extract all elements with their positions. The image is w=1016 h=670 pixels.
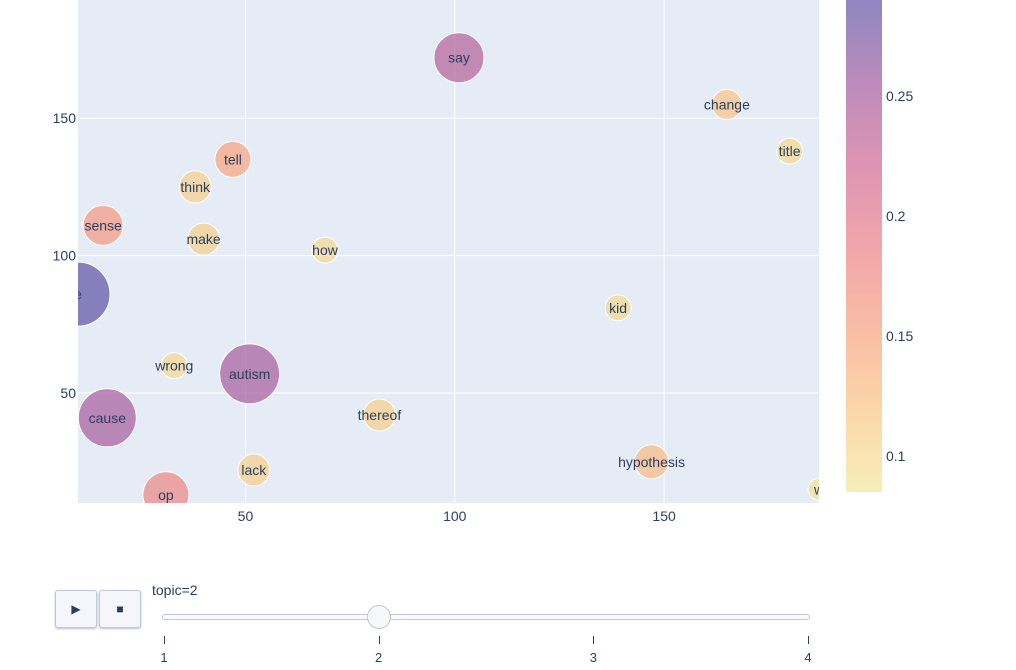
bubble-label: title <box>779 143 801 159</box>
bubble-label: hypothesis <box>618 454 685 470</box>
slider-current-value: topic=2 <box>152 582 198 598</box>
bubble-marker <box>604 294 632 322</box>
bubble-tell: tell <box>214 140 252 178</box>
bubble-lack: lack <box>237 453 271 487</box>
bubble-op: op <box>142 471 190 503</box>
y-tick-label: 150 <box>53 110 77 126</box>
bubble-label: make <box>186 231 220 247</box>
bubble-wrong: wrong <box>154 352 193 380</box>
bubble-marker <box>142 471 190 503</box>
bubble-marker <box>362 398 396 432</box>
bubble-marker <box>433 32 485 84</box>
colorbar-gradient <box>846 0 882 492</box>
bubble-label: change <box>704 96 750 112</box>
bubble-label: autism <box>229 366 270 382</box>
bubble-cause: cause <box>78 388 137 448</box>
bubble-marker <box>311 236 339 264</box>
bubble-say: say <box>433 32 485 84</box>
bubble-label: tell <box>224 151 242 167</box>
colorbar-tick-label: 0.1 <box>886 448 906 464</box>
bubble-label: say <box>448 50 470 66</box>
colorbar-tick-label: 0.25 <box>886 88 913 104</box>
slider-tick <box>164 636 165 644</box>
bubble-autism: autism <box>219 343 281 405</box>
slider-step-label[interactable]: 4 <box>804 650 812 665</box>
bubble-label: thereof <box>358 407 402 423</box>
slider-rail[interactable] <box>162 614 810 620</box>
bubble-marker <box>178 170 212 204</box>
play-button[interactable]: ▶ <box>55 590 97 628</box>
bubble-marker <box>82 204 124 246</box>
bubble-label: e <box>74 286 82 302</box>
x-tick-label: 150 <box>652 508 676 524</box>
bubble-label: think <box>180 179 211 195</box>
colorbar: 0.1 0.15 0.2 0.25 <box>846 0 913 492</box>
bubble-sense: sense <box>82 204 124 246</box>
slider-step-label[interactable]: 2 <box>375 650 383 665</box>
x-tick-label: 50 <box>238 508 254 524</box>
bubble-label: op <box>158 487 174 503</box>
bubble-marker <box>78 388 137 448</box>
play-icon: ▶ <box>71 602 81 616</box>
bubble-marker <box>237 453 271 487</box>
bubble-marker <box>807 477 819 501</box>
slider-handle[interactable] <box>366 605 391 629</box>
grid-lines <box>78 0 819 503</box>
bubble-think: think <box>178 170 212 204</box>
bubble-e: e <box>74 261 111 327</box>
bubble-label: lack <box>241 462 267 478</box>
axis-ticks: 50 100 150 50 100 150 <box>53 110 676 524</box>
bubble-change: change <box>704 88 750 120</box>
y-tick-label: 100 <box>53 248 77 264</box>
slider-tick <box>593 636 595 644</box>
bubble-kid: kid <box>604 294 632 322</box>
bubbles: say change title tell think sense make how e kid w… <box>74 32 825 503</box>
bubble-marker <box>187 222 221 256</box>
slider-tick <box>808 636 809 644</box>
bubble-make: make <box>186 222 221 256</box>
colorbar-tick-label: 0.15 <box>886 328 913 344</box>
slider-step-label[interactable]: 1 <box>160 650 168 665</box>
y-tick-label: 50 <box>60 385 76 401</box>
bubble-marker <box>776 137 804 165</box>
bubble-marker <box>78 261 111 327</box>
bubble-label: wrong <box>154 358 193 374</box>
bubble-thereof: thereof <box>358 398 402 432</box>
bubble-marker <box>711 88 743 120</box>
stop-icon: ■ <box>116 602 124 616</box>
bubble-marker <box>634 444 670 480</box>
bubble-w: w <box>807 477 825 501</box>
bubble-marker <box>160 352 188 380</box>
bubble-label: w <box>813 481 825 497</box>
bubble-marker <box>214 140 252 178</box>
bubble-label: cause <box>89 410 127 426</box>
slider-tick <box>378 636 380 644</box>
bubble-title: title <box>776 137 804 165</box>
bubble-label: kid <box>609 300 627 316</box>
bubble-hypothesis: hypothesis <box>618 444 685 480</box>
colorbar-tick-label: 0.2 <box>886 208 906 224</box>
x-tick-label: 100 <box>443 508 467 524</box>
stop-button[interactable]: ■ <box>99 590 141 628</box>
bubble-marker <box>219 343 281 405</box>
bubble-label: how <box>312 242 339 258</box>
bubble-label: sense <box>84 217 122 233</box>
slider-step-label[interactable]: 3 <box>589 650 597 665</box>
bubble-how: how <box>311 236 339 264</box>
